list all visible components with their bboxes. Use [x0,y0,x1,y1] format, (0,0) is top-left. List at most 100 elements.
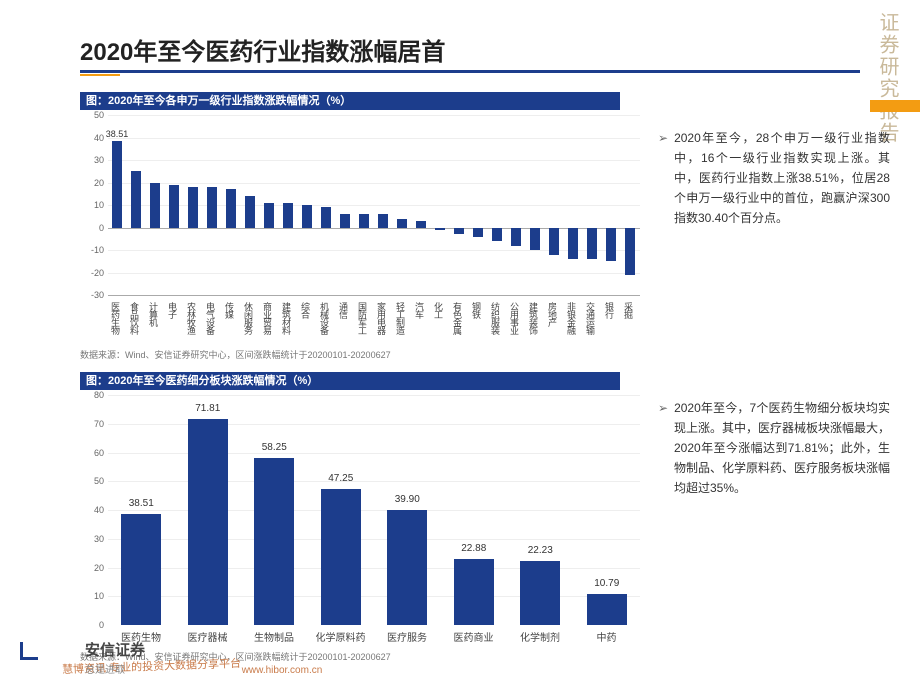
chart1-bars: 38.51 [108,115,640,295]
brand-subtitle: 总是进取 www.hibor.com.cn [85,661,322,676]
chart2-bar-label: 58.25 [249,442,299,453]
chart2-bar-label: 10.79 [582,578,632,589]
chart1-xtick: 公用事业 [511,302,521,334]
chart1-ytick: 40 [94,133,104,143]
chart1-bar [606,228,616,262]
chart1-bar [625,228,635,275]
chart2-bar-label: 47.25 [316,473,366,484]
chart2-ytick: 50 [94,476,104,486]
chart1-bar [131,171,141,227]
chart1-bar [283,203,293,228]
chart2-xtick: 化学制剂 [507,629,573,644]
chart1-bar [207,187,217,228]
side-note-1-text: 2020年至今，28个申万一级行业指数中，16个一级行业指数实现上涨。其中，医药… [674,128,890,228]
chart1-ytick: 20 [94,178,104,188]
chart2-bar-label: 38.51 [116,498,166,509]
chart1-xaxis: 医药生物食品饮料计算机电子农林牧渔电气设备传媒休闲服务商业贸易建筑材料综合机械设… [108,295,640,340]
chart2-ytick: 40 [94,505,104,515]
chart2-bar-label: 22.88 [449,543,499,554]
chart1-bar [435,228,445,230]
chart1-xtick: 有色金属 [454,302,464,334]
chart1-bar [302,205,312,228]
chart1-yaxis: -30-20-1001020304050 [80,115,106,295]
chart2-bars: 38.5171.8158.2547.2539.9022.8822.2310.79 [108,395,640,625]
chart1-xtick: 综合 [302,302,312,318]
chart2-bar [520,561,560,625]
chart1-source: 数据来源：Wind、安信证券研究中心，区间涨跌幅统计于20200101-2020… [80,348,391,361]
chart2-bar-label: 22.23 [515,545,565,556]
chart1-ytick: 10 [94,200,104,210]
chart2-ytick: 70 [94,419,104,429]
chart1: -30-20-1001020304050 38.51 医药生物食品饮料计算机电子… [80,115,640,340]
chart1-bar [359,214,369,228]
chart1-xtick: 商业贸易 [264,302,274,334]
chart2-bar-label: 71.81 [183,403,233,414]
chart2-xtick: 医疗器械 [175,629,241,644]
chart2-xtick: 化学原料药 [308,629,374,644]
chart2-ytick: 80 [94,390,104,400]
chart1-bar [188,187,198,228]
chart1-xtick: 银行 [606,302,616,318]
chart2-ytick: 0 [99,620,104,630]
watermark: 证券研究报告 [874,12,900,144]
chart1-ytick: -20 [91,268,104,278]
chart2-ytick: 20 [94,563,104,573]
side-note-2: ➢ 2020年至今，7个医药生物细分板块均实现上涨。其中，医疗器械板块涨幅最大，… [658,398,890,498]
chart2-ytick: 10 [94,591,104,601]
brand-name: 安信证券 [85,639,145,660]
accent-bar [870,100,920,112]
chart1-bar [473,228,483,237]
title-underline [80,70,860,76]
chart2: 01020304050607080 38.5171.8158.2547.2539… [80,395,640,645]
chart1-bar [530,228,540,251]
chart2-bar [188,419,228,625]
chart1-xtick: 交通运输 [587,302,597,334]
chart1-xtick: 建筑材料 [283,302,293,334]
chart1-ytick: 0 [99,223,104,233]
brand-logo-icon [20,642,38,660]
chart1-bar [112,141,122,228]
chart1-xtick: 电气设备 [207,302,217,334]
chart1-xtick: 医药生物 [112,302,122,334]
chart1-bar [340,214,350,228]
chart1-xtick: 采掘 [625,302,635,318]
chart1-bar [245,196,255,228]
chart2-ytick: 30 [94,534,104,544]
chart2-xtick: 生物制品 [241,629,307,644]
chart1-bar [226,189,236,227]
chart1-bar [169,185,179,228]
chart1-bar [264,203,274,228]
chart1-xtick: 计算机 [150,302,160,326]
chart2-yaxis: 01020304050607080 [80,395,106,625]
chart2-bar [387,510,427,625]
chart1-ytick: -30 [91,290,104,300]
chart1-bar [492,228,502,242]
chart1-xtick: 建筑装饰 [530,302,540,334]
chart1-xtick: 通信 [340,302,350,318]
bullet-arrow-icon: ➢ [658,128,668,148]
chart1-bar [378,214,388,228]
chart2-bar [321,489,361,625]
chart2-bar [254,458,294,625]
chart1-ytick: -10 [91,245,104,255]
chart1-xtick: 纺织服装 [492,302,502,334]
chart1-bar [568,228,578,260]
chart1-ytick: 30 [94,155,104,165]
chart2-xtick: 医疗服务 [374,629,440,644]
chart2-ytick: 60 [94,448,104,458]
chart1-xtick: 家用电器 [378,302,388,334]
chart1-bar [321,207,331,227]
chart1-xtick: 电子 [169,302,179,318]
chart1-xtick: 钢铁 [473,302,483,318]
chart1-bar [397,219,407,228]
chart1-xtick: 传媒 [226,302,236,318]
chart1-xtick: 轻工制造 [397,302,407,334]
chart1-xtick: 化工 [435,302,445,318]
chart1-xtick: 国防军工 [359,302,369,334]
side-note-2-text: 2020年至今，7个医药生物细分板块均实现上涨。其中，医疗器械板块涨幅最大，20… [674,398,890,498]
chart1-xtick: 汽车 [416,302,426,318]
chart2-header: 图：2020年至今医药细分板块涨跌幅情况（%） [80,372,620,390]
chart2-bar [454,559,494,625]
page-title: 2020年至今医药行业指数涨幅居首 [80,32,445,67]
chart1-xtick: 房地产 [549,302,559,326]
